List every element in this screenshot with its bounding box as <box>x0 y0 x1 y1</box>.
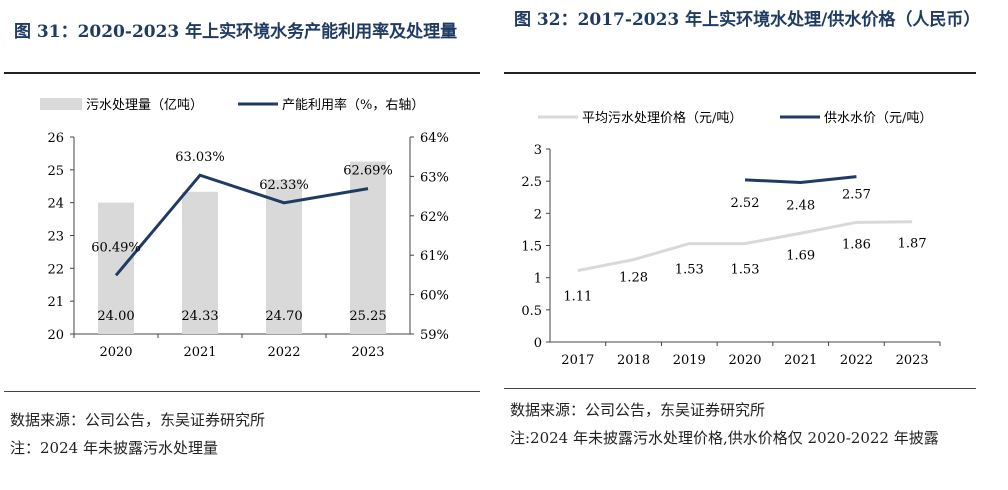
line-label-2020: 60.49% <box>91 240 141 255</box>
line-supply-price-label-2022: 2.57 <box>842 188 871 203</box>
bar-sewage-volume-2020 <box>98 202 134 334</box>
left-note: 注：2024 年未披露污水处理量 <box>10 439 218 457</box>
right-y-tick-label: 62% <box>420 210 449 225</box>
x-tick-label-2021: 2021 <box>183 345 216 360</box>
line-sewage-price-label-2017: 1.11 <box>563 290 592 305</box>
left-y-tick-label: 23 <box>47 230 64 245</box>
right-y-tick-label: 59% <box>420 328 449 343</box>
bar-label-2023: 25.25 <box>349 309 386 324</box>
bar-label-2020: 24.00 <box>97 309 134 324</box>
left-y-tick-label: 24 <box>47 197 64 212</box>
y-tick-label: 1.5 <box>521 240 542 255</box>
line-sewage-price-label-2019: 1.53 <box>675 263 704 278</box>
bar-sewage-volume-2022 <box>266 179 302 334</box>
left-y-tick-label: 22 <box>47 262 64 277</box>
line-label-2023: 62.69% <box>343 164 393 179</box>
line-supply-price-label-2020: 2.52 <box>731 196 760 211</box>
legend-label-utilization: 产能利用率（%，右轴） <box>282 97 424 113</box>
legend-label-sewage-volume: 污水处理量（亿吨） <box>86 98 203 113</box>
legend-label-supply-price: 供水水价（元/吨） <box>824 111 932 126</box>
x-tick-label-2020: 2020 <box>99 345 132 360</box>
right-source: 数据来源：公司公告，东吴证券研究所 <box>510 401 766 419</box>
line-sewage-price-label-2021: 1.69 <box>786 248 815 263</box>
line-label-2022: 62.33% <box>259 178 309 193</box>
right-top-rule <box>504 72 976 74</box>
left-chart: 污水处理量（亿吨） 产能利用率（%，右轴）2021222324252659%60%… <box>40 97 449 360</box>
left-source: 数据来源：公司公告，东吴证券研究所 <box>10 411 266 429</box>
bar-label-2022: 24.70 <box>265 309 302 324</box>
left-y-tick-label: 26 <box>47 131 64 146</box>
right-chart: 平均污水处理价格（元/吨） 供水水价（元/吨） 0 0.5 1 1.5 2 2.5 3 2017 2… <box>521 110 941 368</box>
right-panel: 图 32：2017-2023 年上实环境水处理/供水价格（人民币） 平均污水处理… <box>500 0 1008 490</box>
line-sewage-price-label-2022: 1.86 <box>842 237 871 252</box>
y-tick-label: 1 <box>534 272 542 287</box>
left-title: 图 31：2020-2023 年上实环境水务产能利用率及处理量 <box>14 22 458 42</box>
line-supply-price-label-2021: 2.48 <box>786 198 815 213</box>
line-sewage-price-label-2018: 1.28 <box>619 271 648 286</box>
line-sewage-price-label-2023: 1.87 <box>898 237 927 252</box>
x-tick-label-2018: 2018 <box>617 353 650 368</box>
bar-sewage-volume-2021 <box>182 191 218 334</box>
y-tick-label: 3 <box>534 143 542 158</box>
right-bottom-rule <box>504 388 976 389</box>
bar-label-2021: 24.33 <box>181 309 218 324</box>
legend-swatch-sewage-volume <box>40 98 82 110</box>
line-supply-price <box>744 175 857 184</box>
x-tick-label-2023: 2023 <box>896 353 929 368</box>
y-tick-label: 2 <box>534 207 542 222</box>
legend-label-sewage-price: 平均污水处理价格（元/吨） <box>582 110 742 126</box>
left-bottom-rule <box>4 391 480 392</box>
right-y-tick-label: 63% <box>420 170 449 185</box>
line-label-2021: 63.03% <box>175 150 225 165</box>
x-tick-label-2022: 2022 <box>267 345 300 360</box>
x-tick-label-2019: 2019 <box>673 353 706 368</box>
left-y-tick-label: 21 <box>47 295 64 310</box>
left-panel: 图 31：2020-2023 年上实环境水务产能利用率及处理量 污水处理量（亿吨… <box>0 0 484 490</box>
x-tick-label-2023: 2023 <box>351 345 384 360</box>
left-y-tick-label: 20 <box>47 328 64 343</box>
x-tick-label-2021: 2021 <box>784 353 817 368</box>
x-tick-label-2017: 2017 <box>561 353 594 368</box>
left-y-tick-label: 25 <box>47 164 64 179</box>
line-sewage-price-label-2020: 1.53 <box>731 263 760 278</box>
line-utilization-rate <box>114 173 369 277</box>
right-y-tick-label: 64% <box>420 131 449 146</box>
right-y-tick-label: 61% <box>420 249 449 264</box>
y-tick-label: 2.5 <box>521 175 542 190</box>
x-tick-label-2020: 2020 <box>728 353 761 368</box>
y-tick-label: 0 <box>534 336 542 351</box>
right-y-tick-label: 60% <box>420 289 449 304</box>
line-sewage-price <box>577 220 913 273</box>
y-tick-label: 0.5 <box>521 304 542 319</box>
right-note: 注:2024 年未披露污水处理价格,供水价格仅 2020-2022 年披露 <box>510 429 939 447</box>
right-title: 图 32：2017-2023 年上实环境水处理/供水价格（人民币） <box>514 10 981 30</box>
x-tick-label-2022: 2022 <box>840 353 873 368</box>
left-top-rule <box>4 72 480 74</box>
